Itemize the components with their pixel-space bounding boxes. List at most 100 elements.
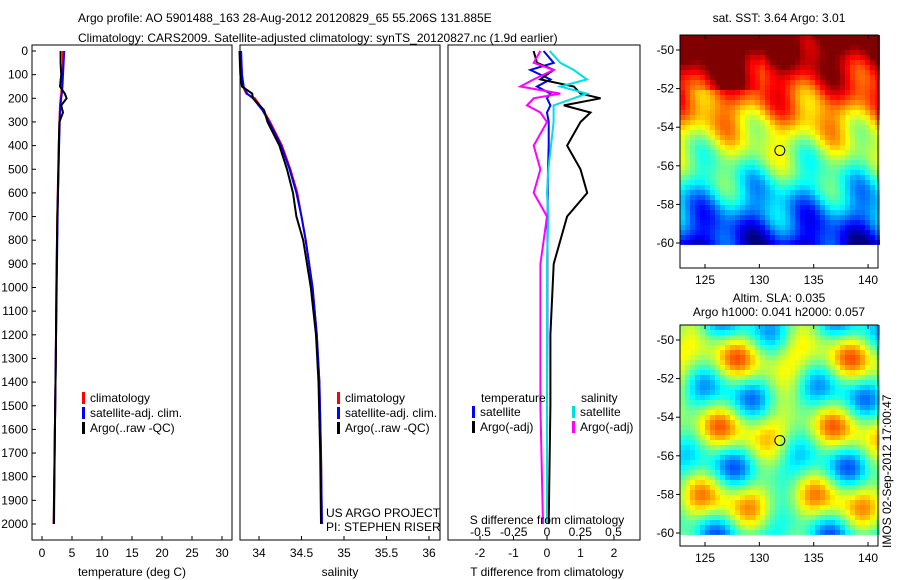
map-cell — [695, 365, 700, 370]
map-cell — [685, 480, 690, 485]
map-cell — [705, 60, 710, 65]
map-cell — [750, 145, 755, 150]
map-cell — [755, 215, 760, 220]
map-cell — [850, 220, 855, 225]
map-cell — [815, 340, 820, 345]
map-cell — [760, 45, 765, 50]
map-cell — [805, 125, 810, 130]
map-cell — [690, 515, 695, 520]
map-cell — [840, 485, 845, 490]
map-cell — [805, 410, 810, 415]
map-cell — [780, 495, 785, 500]
map-cell — [700, 40, 705, 45]
map-cell — [765, 175, 770, 180]
map-cell — [830, 35, 835, 40]
map-cell — [830, 200, 835, 205]
map-cell — [730, 225, 735, 230]
map-cell — [870, 340, 875, 345]
map-cell — [705, 65, 710, 70]
map-cell — [820, 110, 825, 115]
map-cell — [870, 190, 875, 195]
map-cell — [830, 135, 835, 140]
map-cell — [735, 45, 740, 50]
map-cell — [825, 325, 830, 330]
map-cell — [690, 415, 695, 420]
map-cell — [865, 340, 870, 345]
map-cell — [765, 235, 770, 240]
map-cell — [815, 375, 820, 380]
map-cell — [840, 200, 845, 205]
map-cell — [820, 140, 825, 145]
map-cell — [785, 230, 790, 235]
map-cell — [710, 240, 715, 245]
map-cell — [795, 445, 800, 450]
map-cell — [720, 415, 725, 420]
map-cell — [865, 355, 870, 360]
map-cell — [725, 400, 730, 405]
map-cell — [690, 325, 695, 330]
map-cell — [685, 500, 690, 505]
map-cell — [755, 340, 760, 345]
map-cell — [820, 405, 825, 410]
map-cell — [760, 340, 765, 345]
map-cell — [870, 445, 875, 450]
map-cell — [730, 170, 735, 175]
map-cell — [740, 110, 745, 115]
map-cell — [830, 350, 835, 355]
map-cell — [700, 525, 705, 530]
map-cell — [855, 40, 860, 45]
map-cell — [800, 75, 805, 80]
map-cell — [795, 345, 800, 350]
map-cell — [820, 370, 825, 375]
map-cell — [830, 215, 835, 220]
map-cell — [755, 200, 760, 205]
map-cell — [855, 240, 860, 245]
map-cell — [865, 420, 870, 425]
map-cell — [845, 390, 850, 395]
map-cell — [865, 405, 870, 410]
map-cell — [735, 355, 740, 360]
map-cell — [740, 175, 745, 180]
x-tick-label: 130 — [749, 273, 769, 287]
map-cell — [700, 165, 705, 170]
map-cell — [740, 325, 745, 330]
map-cell — [800, 240, 805, 245]
map-cell — [850, 170, 855, 175]
map-cell — [750, 215, 755, 220]
map-cell — [745, 465, 750, 470]
map-cell — [715, 190, 720, 195]
map-cell — [680, 145, 685, 150]
map-cell — [730, 80, 735, 85]
map-cell — [750, 80, 755, 85]
map-cell — [800, 215, 805, 220]
map-cell — [785, 440, 790, 445]
map-cell — [840, 195, 845, 200]
map-cell — [765, 475, 770, 480]
map-cell — [745, 55, 750, 60]
map-cell — [760, 470, 765, 475]
map-cell — [700, 225, 705, 230]
map-cell — [825, 105, 830, 110]
map-cell — [835, 135, 840, 140]
map-cell — [720, 420, 725, 425]
map-cell — [780, 200, 785, 205]
map-cell — [685, 485, 690, 490]
map-cell — [865, 145, 870, 150]
map-cell — [845, 65, 850, 70]
map-cell — [690, 130, 695, 135]
map-cell — [770, 100, 775, 105]
map-cell — [780, 115, 785, 120]
map-cell — [745, 90, 750, 95]
map-cell — [710, 510, 715, 515]
map-cell — [775, 240, 780, 245]
map-cell — [780, 350, 785, 355]
map-cell — [735, 500, 740, 505]
map-cell — [780, 215, 785, 220]
map-cell — [860, 110, 865, 115]
map-cell — [775, 435, 780, 440]
map-cell — [780, 475, 785, 480]
map-cell — [870, 80, 875, 85]
map-cell — [795, 460, 800, 465]
map-cell — [820, 400, 825, 405]
map-cell — [735, 70, 740, 75]
